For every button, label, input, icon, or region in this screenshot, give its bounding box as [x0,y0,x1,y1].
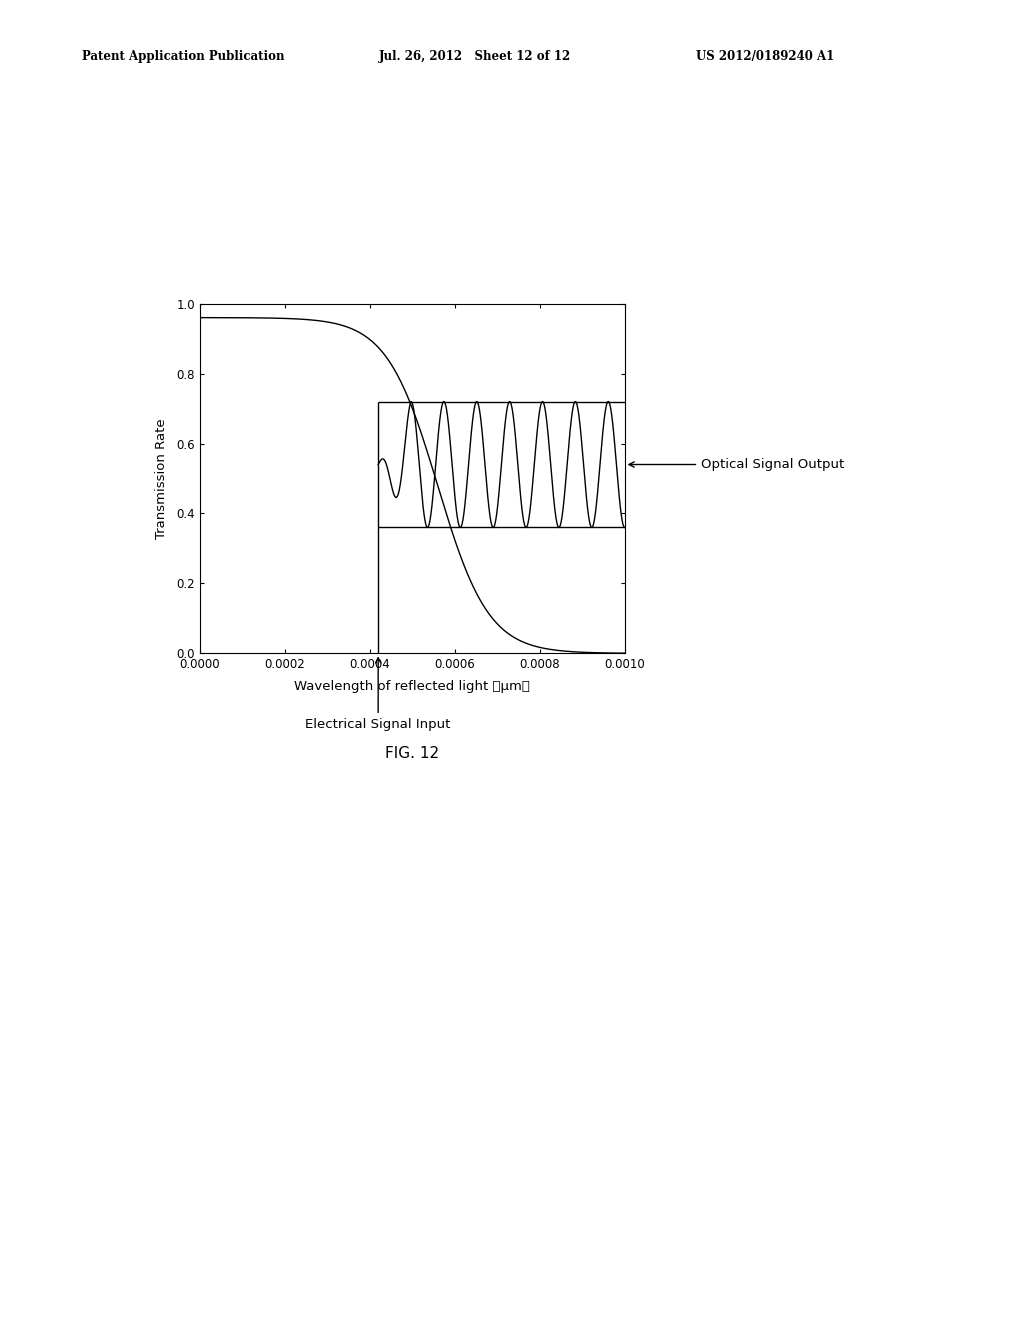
Text: Jul. 26, 2012   Sheet 12 of 12: Jul. 26, 2012 Sheet 12 of 12 [379,50,571,63]
X-axis label: Wavelength of reflected light （μm）: Wavelength of reflected light （μm） [294,680,530,693]
Text: Optical Signal Output: Optical Signal Output [629,458,845,471]
Text: US 2012/0189240 A1: US 2012/0189240 A1 [696,50,835,63]
Text: FIG. 12: FIG. 12 [385,746,439,760]
Text: Patent Application Publication: Patent Application Publication [82,50,285,63]
Text: Electrical Signal Input: Electrical Signal Input [305,657,451,731]
Y-axis label: Transmission Rate: Transmission Rate [155,418,168,539]
